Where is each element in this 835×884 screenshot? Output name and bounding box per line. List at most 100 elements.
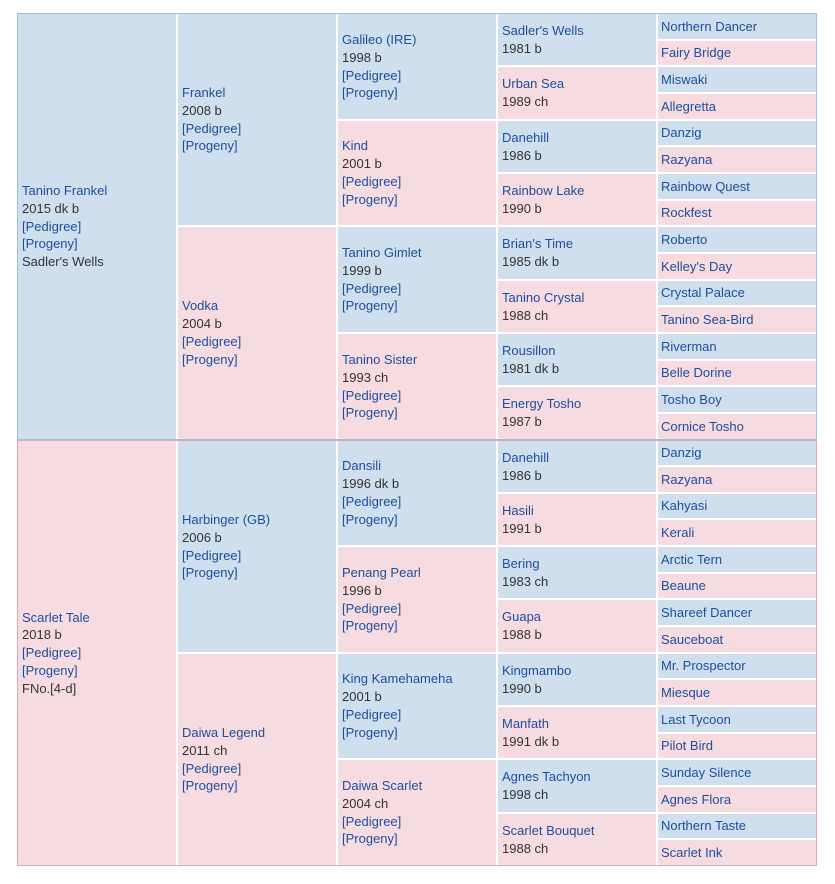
horse-entry: Allegretta: [661, 98, 716, 116]
pedigree-link[interactable]: [Pedigree]: [342, 494, 402, 509]
horse-name-link[interactable]: Kahyasi: [661, 498, 708, 514]
progeny-link[interactable]: [Progeny]: [342, 298, 398, 314]
horse-name-link[interactable]: Daiwa Scarlet: [342, 777, 423, 793]
horse-name-link[interactable]: Galileo (IRE): [342, 31, 417, 47]
progeny-link[interactable]: [Progeny]: [342, 405, 398, 421]
horse-name-link[interactable]: Tanino Gimlet: [342, 244, 422, 260]
pedigree-link[interactable]: [Pedigree]: [342, 387, 402, 403]
horse-name-link[interactable]: Kelley's Day: [661, 258, 733, 274]
horse-name-link[interactable]: Northern Dancer: [661, 18, 758, 34]
pedigree-link[interactable]: [Pedigree]: [182, 760, 242, 776]
progeny-link[interactable]: [Progeny]: [342, 618, 398, 634]
progeny-link[interactable]: [Progeny]: [342, 85, 398, 101]
horse-name-link[interactable]: Northern Taste: [661, 818, 747, 834]
horse-name-link[interactable]: Harbinger (GB): [182, 511, 271, 527]
horse-name-link[interactable]: Razyana: [661, 151, 713, 167]
horse-name-link[interactable]: Urban Sea: [502, 76, 565, 92]
horse-year-color: 1988 ch: [502, 840, 549, 856]
horse-name-link[interactable]: Tanino Crystal: [502, 289, 585, 305]
pedigree-link[interactable]: [Pedigree]: [342, 813, 402, 829]
horse-name-link[interactable]: Tanino Sea-Bird: [661, 311, 754, 327]
horse-name-link[interactable]: Brian's Time: [502, 236, 574, 252]
pedigree-link[interactable]: [Pedigree]: [182, 120, 242, 136]
horse-name-link[interactable]: Agnes Tachyon: [502, 769, 591, 785]
pedigree-link[interactable]: [Pedigree]: [342, 174, 402, 189]
horse-name-link[interactable]: Danehill: [502, 129, 549, 145]
horse-name-link[interactable]: Sadler's Wells: [502, 22, 584, 38]
progeny-link[interactable]: [Progeny]: [182, 565, 238, 581]
progeny-link[interactable]: [Progeny]: [182, 351, 238, 367]
horse-name-link[interactable]: Riverman: [661, 338, 717, 354]
pedigree-cell-gen5: Sauceboat: [657, 626, 817, 653]
horse-name-link[interactable]: Rainbow Quest: [661, 178, 750, 194]
horse-name-link[interactable]: Pilot Bird: [661, 738, 714, 754]
progeny-link[interactable]: [Progeny]: [342, 724, 398, 740]
horse-name-link[interactable]: Penang Pearl: [342, 564, 421, 580]
pedigree-link[interactable]: [Pedigree]: [342, 600, 402, 616]
horse-name-link[interactable]: Vodka: [182, 298, 219, 314]
horse-name-link[interactable]: Bering: [502, 555, 540, 571]
pedigree-cell-gen4: Danehill 1986 b: [497, 440, 657, 493]
pedigree-link[interactable]: [Pedigree]: [182, 547, 242, 563]
horse-year-color: 1998 ch: [502, 787, 549, 802]
pedigree-cell-gen5: Belle Dorine: [657, 360, 817, 386]
horse-name-link[interactable]: Hasili: [502, 502, 534, 518]
horse-name-link[interactable]: Crystal Palace: [661, 285, 745, 301]
pedigree-link[interactable]: [Pedigree]: [182, 334, 242, 349]
progeny-link[interactable]: [Progeny]: [22, 662, 78, 678]
horse-entry: Scarlet Ink: [661, 844, 722, 862]
horse-name-link[interactable]: Daiwa Legend: [182, 724, 266, 740]
progeny-link[interactable]: [Progeny]: [182, 138, 238, 154]
horse-name-link[interactable]: Scarlet Ink: [661, 844, 723, 860]
horse-name-link[interactable]: Mr. Prospector: [661, 658, 746, 674]
horse-name-link[interactable]: Kerali: [661, 524, 695, 540]
progeny-link[interactable]: [Progeny]: [182, 778, 238, 794]
horse-name-link[interactable]: Guapa: [502, 609, 542, 625]
horse-name-link[interactable]: Danehill: [502, 449, 549, 465]
horse-name-link[interactable]: Kingmambo: [502, 662, 572, 678]
horse-name-link[interactable]: Rousillon: [502, 342, 556, 358]
horse-name-link[interactable]: Danzig: [661, 445, 702, 461]
horse-name-link[interactable]: Cornice Tosho: [661, 418, 744, 434]
horse-name-link[interactable]: Manfath: [502, 715, 549, 731]
horse-name-link[interactable]: Miswaki: [661, 71, 708, 87]
horse-name-link[interactable]: Last Tycoon: [661, 711, 731, 727]
horse-name-link[interactable]: Fairy Bridge: [661, 45, 732, 61]
horse-name-link[interactable]: Agnes Flora: [661, 791, 732, 807]
horse-name-link[interactable]: Shareef Dancer: [661, 604, 753, 620]
horse-name-link[interactable]: Roberto: [661, 231, 708, 247]
pedigree-link[interactable]: [Pedigree]: [342, 67, 402, 83]
horse-name-link[interactable]: Sauceboat: [661, 631, 724, 647]
pedigree-link[interactable]: [Pedigree]: [22, 645, 82, 661]
horse-extra-info: FNo.[4-d]: [22, 680, 77, 696]
horse-name-link[interactable]: Arctic Tern: [661, 551, 723, 567]
pedigree-link[interactable]: [Pedigree]: [342, 280, 402, 296]
pedigree-link[interactable]: [Pedigree]: [22, 218, 82, 234]
horse-name-link[interactable]: Rockfest: [661, 205, 712, 221]
progeny-link[interactable]: [Progeny]: [22, 236, 78, 252]
pedigree-cell-gen3: Tanino Sister 1993 ch [Pedigree] [Progeny]: [337, 333, 497, 440]
progeny-link[interactable]: [Progeny]: [342, 511, 398, 527]
horse-name-link[interactable]: Belle Dorine: [661, 365, 732, 381]
progeny-link[interactable]: [Progeny]: [342, 831, 398, 847]
horse-name-link[interactable]: Allegretta: [661, 98, 716, 114]
pedigree-link[interactable]: [Pedigree]: [342, 707, 402, 722]
horse-name-link[interactable]: Miesque: [661, 684, 711, 700]
horse-name-link[interactable]: Scarlet Tale: [22, 609, 90, 625]
horse-name-link[interactable]: Beaune: [661, 578, 706, 594]
progeny-link[interactable]: [Progeny]: [342, 191, 398, 207]
horse-name-link[interactable]: Danzig: [661, 125, 702, 141]
horse-name-link[interactable]: Sunday Silence: [661, 764, 752, 780]
horse-name-link[interactable]: Tanino Frankel: [22, 183, 108, 198]
horse-name-link[interactable]: Tanino Sister: [342, 351, 418, 367]
horse-name-link[interactable]: Dansili: [342, 458, 382, 474]
horse-name-link[interactable]: Energy Tosho: [502, 396, 582, 412]
horse-name-link[interactable]: Rainbow Lake: [502, 182, 585, 198]
horse-name-link[interactable]: King Kamehameha: [342, 671, 453, 687]
horse-name-link[interactable]: Frankel: [182, 84, 226, 100]
horse-entry: Fairy Bridge: [661, 44, 731, 62]
horse-name-link[interactable]: Kind: [342, 138, 369, 154]
horse-name-link[interactable]: Scarlet Bouquet: [502, 822, 595, 838]
horse-name-link[interactable]: Tosho Boy: [661, 391, 722, 407]
horse-name-link[interactable]: Razyana: [661, 471, 713, 487]
